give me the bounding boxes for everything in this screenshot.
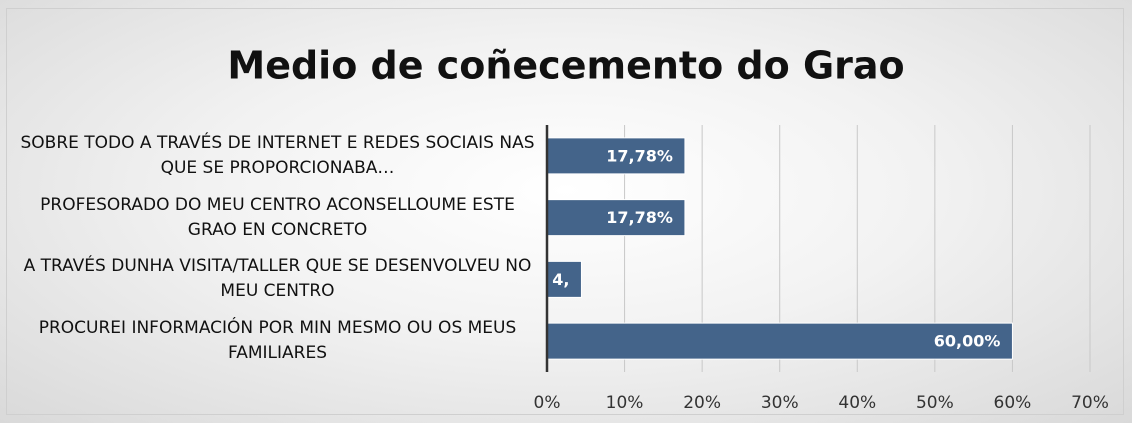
x-tick-label: 60%: [994, 393, 1032, 413]
x-tick-label: 40%: [838, 393, 876, 413]
category-label: PROCUREI INFORMACIÓN POR MIN MESMO OU OS…: [38, 318, 517, 364]
value-label: 17,78%: [606, 146, 673, 165]
category-label: SOBRE TODO A TRAVÉS DE INTERNET E REDES …: [20, 132, 535, 178]
x-tick-label: 50%: [916, 393, 954, 413]
value-label: 17,78%: [606, 208, 673, 227]
x-tick-label: 70%: [1071, 393, 1109, 413]
value-label: 4,: [552, 270, 569, 289]
category-label: A TRAVÉS DUNHA VISITA/TALLER QUE SE DESE…: [23, 256, 532, 302]
x-tick-label: 0%: [534, 393, 561, 413]
x-tick-label: 30%: [761, 393, 799, 413]
x-tick-label: 10%: [606, 393, 644, 413]
category-label: PROFESORADO DO MEU CENTRO ACONSELLOUME E…: [40, 194, 515, 240]
value-label: 60,00%: [934, 332, 1001, 351]
x-tick-label: 20%: [683, 393, 721, 413]
chart-frame: [6, 8, 1124, 415]
chart-title: Medio de coñecemento do Grao: [227, 44, 904, 88]
